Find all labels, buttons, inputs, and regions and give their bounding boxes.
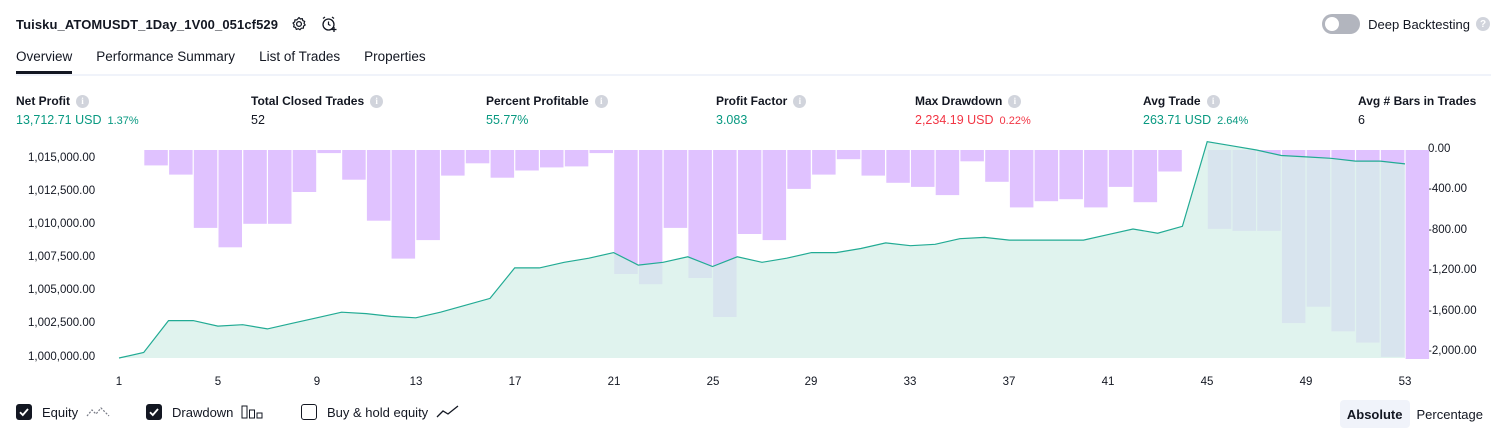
drawdown-bar [392,150,416,259]
drawdown-bar [787,150,811,189]
drawdown-bar [1134,150,1158,202]
drawdown-bar [936,150,960,195]
equity-line-icon [86,404,110,420]
drawdown-bar [565,150,589,166]
drawdown-bar [219,150,243,247]
drawdown-bar [194,150,218,228]
legend-label: Equity [42,405,78,420]
drawdown-bar [317,150,341,153]
drawdown-bar [491,150,514,178]
drawdown-bar [960,150,984,161]
buy-hold-checkbox[interactable] [301,404,317,420]
drawdown-bar [812,150,836,175]
drawdown-bar [985,150,1009,182]
drawdown-bar [466,150,490,163]
legend-drawdown[interactable]: Drawdown [146,404,263,420]
drawdown-bar [416,150,440,240]
drawdown-bar [590,150,614,153]
drawdown-bar [540,150,564,167]
drawdown-bar [268,150,292,224]
drawdown-bar [441,150,465,176]
drawdown-bar [1158,150,1182,172]
drawdown-bar [911,150,935,187]
drawdown-checkbox[interactable] [146,404,162,420]
drawdown-bar [515,150,539,171]
buy-hold-line-icon [436,404,460,420]
legend-label: Drawdown [172,405,233,420]
drawdown-bar [1035,150,1059,201]
drawdown-bar [1059,150,1083,199]
drawdown-bar [367,150,391,221]
drawdown-bar [1010,150,1034,207]
drawdown-bars-icon [241,404,263,420]
drawdown-bar [342,150,366,180]
mode-percentage[interactable]: Percentage [1410,400,1491,428]
mode-absolute[interactable]: Absolute [1340,400,1410,428]
drawdown-bar [664,150,688,228]
drawdown-bar [763,150,787,240]
drawdown-bar [293,150,317,192]
legend-buy-hold[interactable]: Buy & hold equity [301,404,460,420]
drawdown-bar [1109,150,1133,187]
drawdown-bar [886,150,910,183]
equity-checkbox[interactable] [16,404,32,420]
legend-label: Buy & hold equity [327,405,428,420]
legend-equity[interactable]: Equity [16,404,110,420]
drawdown-bar [738,150,762,234]
drawdown-bar [1084,150,1108,207]
drawdown-bar [243,150,266,224]
drawdown-bar [1406,150,1430,359]
drawdown-bar [144,150,168,165]
drawdown-bar [837,150,861,159]
drawdown-bar [169,150,193,175]
value-mode-switch: Absolute Percentage [1340,400,1490,428]
drawdown-bar [862,150,886,176]
